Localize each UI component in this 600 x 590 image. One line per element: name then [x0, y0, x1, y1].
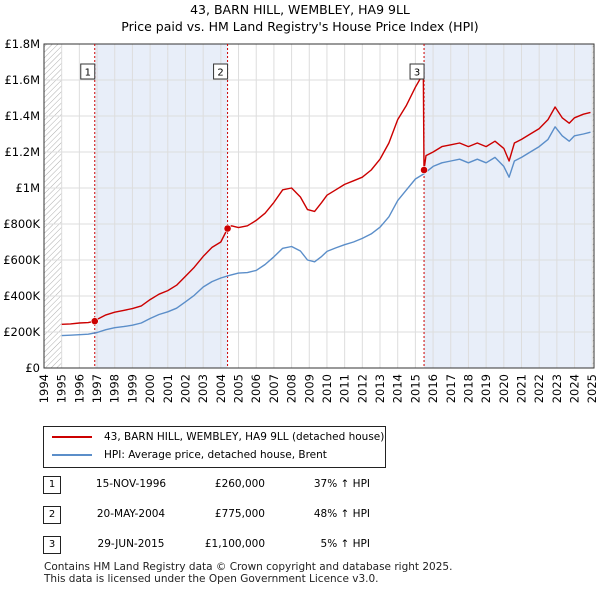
sale-point: [420, 166, 428, 174]
x-tick-label: 2000: [143, 374, 157, 403]
footer-attribution: Contains HM Land Registry data © Crown c…: [44, 561, 452, 585]
x-tick-label: 2007: [267, 374, 281, 403]
sale-point: [223, 224, 232, 233]
x-tick-label: 2004: [214, 374, 228, 403]
x-tick-label: 2002: [178, 374, 192, 403]
x-tick-label: 1999: [125, 374, 139, 403]
legend-label-hpi: HPI: Average price, detached house, Bren…: [104, 449, 327, 461]
y-tick-label: £200K: [3, 325, 40, 339]
x-tick-label: 2008: [285, 374, 299, 403]
x-tick-label: 2016: [426, 374, 440, 403]
sale-number-badge: 3: [43, 536, 61, 554]
x-tick-label: 2014: [391, 374, 405, 403]
x-tick-label: 2017: [444, 374, 458, 403]
x-tick-label: 2012: [355, 374, 369, 403]
x-tick-label: 2011: [338, 374, 352, 403]
chart-legend: 43, BARN HILL, WEMBLEY, HA9 9LL (detache…: [43, 426, 386, 468]
y-tick-label: £1M: [15, 181, 40, 195]
sale-point: [90, 317, 99, 326]
sale-hpi-change: 48% ↑ HPI: [313, 508, 370, 520]
sale-label-text: 2: [217, 68, 223, 79]
y-tick-label: £1.2M: [4, 145, 40, 159]
sale-label-box: [409, 63, 425, 80]
y-tick-label: £1.8M: [4, 37, 40, 51]
ownership-shade: [424, 44, 593, 368]
y-tick-label: £1.6M: [4, 73, 40, 87]
x-tick-label: 2025: [585, 374, 599, 403]
x-tick-label: 1995: [55, 374, 69, 403]
series-line-hpi: [61, 126, 591, 337]
sale-date: 15-NOV-1996: [95, 478, 167, 490]
x-tick-label: 1998: [108, 374, 122, 403]
x-tick-label: 2023: [550, 374, 564, 403]
plot-frame: [43, 43, 595, 369]
sale-row: 3 29-JUN-2015 £1,100,000 5% ↑ HPI: [0, 536, 600, 556]
sale-row: 1 15-NOV-1996 £260,000 37% ↑ HPI: [0, 476, 600, 496]
no-data-hatch: [592, 44, 594, 368]
y-tick-label: £400K: [3, 289, 40, 303]
series-line-property: [61, 70, 591, 325]
no-data-hatch: [44, 44, 62, 368]
x-tick-label: 2022: [532, 374, 546, 403]
legend-label-property: 43, BARN HILL, WEMBLEY, HA9 9LL (detache…: [104, 431, 385, 443]
x-tick-label: 1997: [90, 374, 104, 403]
sale-date: 29-JUN-2015: [97, 538, 165, 550]
x-tick-label: 2020: [497, 374, 511, 403]
x-tick-label: 2021: [514, 374, 528, 403]
legend-swatch-hpi: [52, 454, 92, 456]
legend-swatch-property: [52, 436, 92, 438]
sale-number-badge: 1: [43, 476, 61, 494]
sale-label-box: [80, 63, 96, 80]
x-tick-label: 2005: [232, 374, 246, 403]
x-tick-label: 2003: [196, 374, 210, 403]
footer-copyright: Contains HM Land Registry data © Crown c…: [44, 561, 453, 573]
chart-subtitle: Price paid vs. HM Land Registry's House …: [121, 19, 479, 34]
legend-entry-hpi: HPI: Average price, detached house, Bren…: [52, 449, 327, 461]
x-tick-label: 2009: [302, 374, 316, 403]
x-tick-label: 1996: [72, 374, 86, 403]
y-tick-label: £800K: [3, 217, 40, 231]
sale-number-badge: 2: [43, 506, 61, 524]
footer-licence: This data is licensed under the Open Gov…: [44, 573, 379, 585]
price-chart: 1 2 3 £0 £200K £400K £600K £800K £1M £1.2M £1.4M £1…: [3, 37, 599, 403]
chart-title: 43, BARN HILL, WEMBLEY, HA9 9LL: [190, 2, 410, 17]
sale-price: £1,100,000: [204, 538, 265, 550]
sale-hpi-change: 5% ↑ HPI: [320, 538, 370, 550]
sale-label-text: 1: [85, 68, 91, 79]
sale-hpi-change: 37% ↑ HPI: [313, 478, 370, 490]
x-tick-label: 2015: [408, 374, 422, 403]
sale-row: 2 20-MAY-2004 £775,000 48% ↑ HPI: [0, 506, 600, 526]
y-tick-label: £1.4M: [4, 109, 40, 123]
x-tick-label: 2024: [568, 374, 582, 403]
x-tick-label: 2001: [161, 374, 175, 403]
sale-price: £260,000: [214, 478, 265, 490]
x-tick-label: 2019: [479, 374, 493, 403]
x-tick-label: 2010: [320, 374, 334, 403]
sale-label-text: 3: [414, 68, 420, 79]
x-tick-label: 2006: [249, 374, 263, 403]
sale-date: 20-MAY-2004: [96, 508, 166, 520]
x-tick-label: 1994: [37, 374, 51, 403]
x-tick-label: 2018: [461, 374, 475, 403]
sale-label-box: [213, 63, 229, 80]
legend-entry-property: 43, BARN HILL, WEMBLEY, HA9 9LL (detache…: [52, 431, 384, 443]
x-tick-label: 2013: [373, 374, 387, 403]
y-tick-label: £0: [25, 361, 40, 375]
y-tick-label: £600K: [3, 253, 40, 267]
sale-price: £775,000: [214, 508, 265, 520]
